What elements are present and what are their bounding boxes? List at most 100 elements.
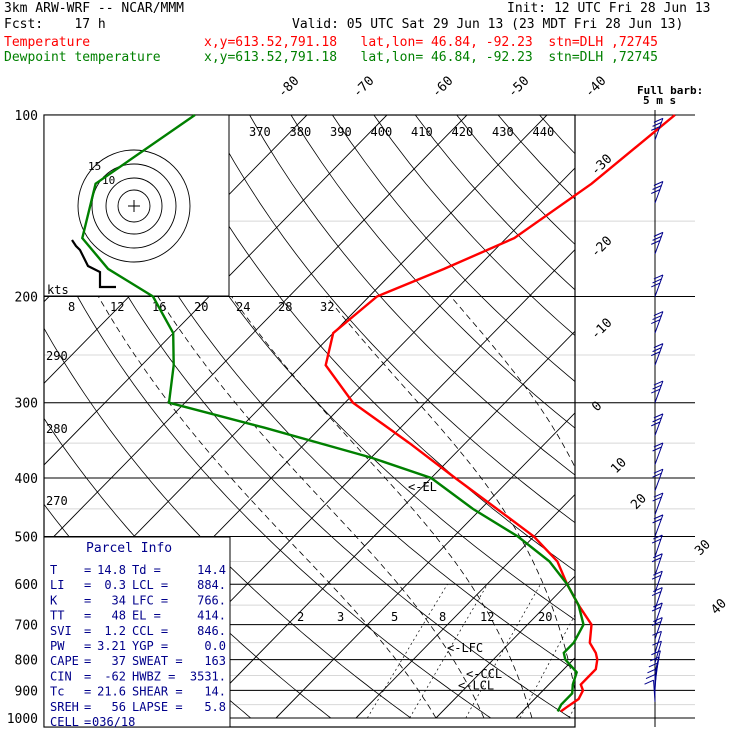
hodograph-ring [117,189,151,223]
parcel-value: 14.8 [97,563,126,577]
wind-key-value: 5 m s [643,94,676,107]
hodograph-scale-label: 8 [68,300,75,314]
wind-barb-flag [652,496,662,502]
isotherm-label: -10 [588,316,615,343]
parcel-info-box [43,536,231,728]
mixing-ratio-line [634,584,699,718]
parcel-separator: = [84,639,91,653]
isotherm-label: -70 [350,74,377,101]
init-time: Init: 12 UTC Fri 28 Jun 13 [507,1,711,16]
wind-barb-flag [651,239,661,245]
theta-label: 390 [330,125,352,139]
dry-adiabat-line [622,115,740,718]
level-marker-label: <-LFC [447,641,483,655]
wind-barb [651,380,664,403]
parcel-separator: = [84,609,91,623]
isotherm-line [676,115,740,718]
isotherm-label: -20 [588,234,615,261]
parcel-value: 14.4 [197,563,226,577]
isotherm-line [596,115,740,718]
wind-barb-flag [653,117,664,123]
parcel-key: CAPE [50,654,79,668]
wind-barb-flag [652,315,662,320]
wind-barb-flag [652,417,662,423]
wind-barb-staff [654,469,664,491]
wind-barb-flag [647,668,657,674]
dewpoint-line [80,114,585,712]
parcel-key: LI [50,578,64,592]
wind-barb-staff [654,553,663,576]
wind-barb-staff [654,232,664,255]
parcel-key: TT [50,609,64,623]
wind-barb-staff [654,413,664,436]
dry-adiabat-line [581,115,740,718]
wind-barb-flag [649,656,660,662]
wind-barb [651,553,663,576]
wind-barb-staff [654,442,664,465]
pressure-tick-label: 400 [15,472,38,487]
legend-dewpoint-info: x,y=613.52,791.18 lat,lon= 46.84, -92.23… [204,50,658,65]
parcel-value: 036/18 [92,715,135,729]
parcel-key: SREH [50,700,79,714]
wind-barb-staff [653,680,656,702]
hodograph-trace [71,239,116,289]
dry-adiabat-line [83,115,575,671]
pressure-tick-label: 500 [15,530,38,545]
isotherm-label: -40 [582,74,609,101]
valid-time: Valid: 05 UTC Sat 29 Jun 13 (23 MDT Fri … [292,17,684,32]
wind-barb-flag [644,679,654,685]
hodograph-scale-label: 32 [320,300,334,314]
pressure-tick-label: 300 [15,397,38,412]
wind-barb-flag [653,442,664,448]
wind-barb-flag [653,181,664,186]
wind-barb [652,514,664,537]
wind-barb-flag [651,282,661,288]
wind-barb-staff [654,380,664,403]
parcel-separator: = [84,654,91,668]
isotherm-label: -80 [275,74,302,101]
dry-adiabat-line [414,115,575,291]
level-marker-label: <-LCL [458,679,494,693]
wind-barb [651,570,663,593]
wind-barb-flag [651,319,661,324]
parcel-key: K [50,593,58,607]
isotherm-label: 20 [628,491,650,513]
theta-label: 440 [533,125,555,139]
parcel-info-title: Parcel Info [86,541,172,556]
parcel-value: 5.8 [204,700,226,714]
parcel-key: SWEAT = [132,654,183,668]
isotherm-line [515,657,575,719]
pressure-tick-label: 100 [15,109,38,124]
isotherm-line [435,575,575,719]
theta-label: 400 [371,125,393,139]
wind-barb-flag [653,343,664,349]
parcel-separator: = [84,700,91,714]
mixing-ratio-label: 2 [297,610,304,624]
wind-barb [652,468,664,491]
pressure-tick-label: 200 [15,291,38,306]
isotherm-label: -60 [429,74,456,101]
mixing-ratio-label: 12 [480,610,494,624]
parcel-value: 34 [112,593,126,607]
hodograph-ring [91,163,177,249]
wind-barb [651,181,664,204]
wind-barb [651,311,664,334]
parcel-value: 3531. [190,669,226,683]
wind-barb-staff [654,343,664,366]
theta-label: 380 [290,125,312,139]
theta-label: 370 [249,125,271,139]
moist-adiabat-line [450,296,575,469]
parcel-key: T [50,563,57,577]
mixing-ratio-line [367,584,448,719]
parcel-value: 21.6 [97,685,126,699]
parcel-key: SHEAR = [132,685,183,699]
parcel-key: CIN [50,669,72,683]
wind-barb-flag [653,311,664,316]
dry-adiabat-line [539,115,575,155]
parcel-key: EL = [132,609,161,623]
isotherm-label: 10 [608,455,630,477]
moist-adiabat-line [157,296,485,719]
wind-barb-flag [651,557,662,563]
isotherm-line [44,115,388,466]
pressure-tick-label: 900 [15,684,38,699]
